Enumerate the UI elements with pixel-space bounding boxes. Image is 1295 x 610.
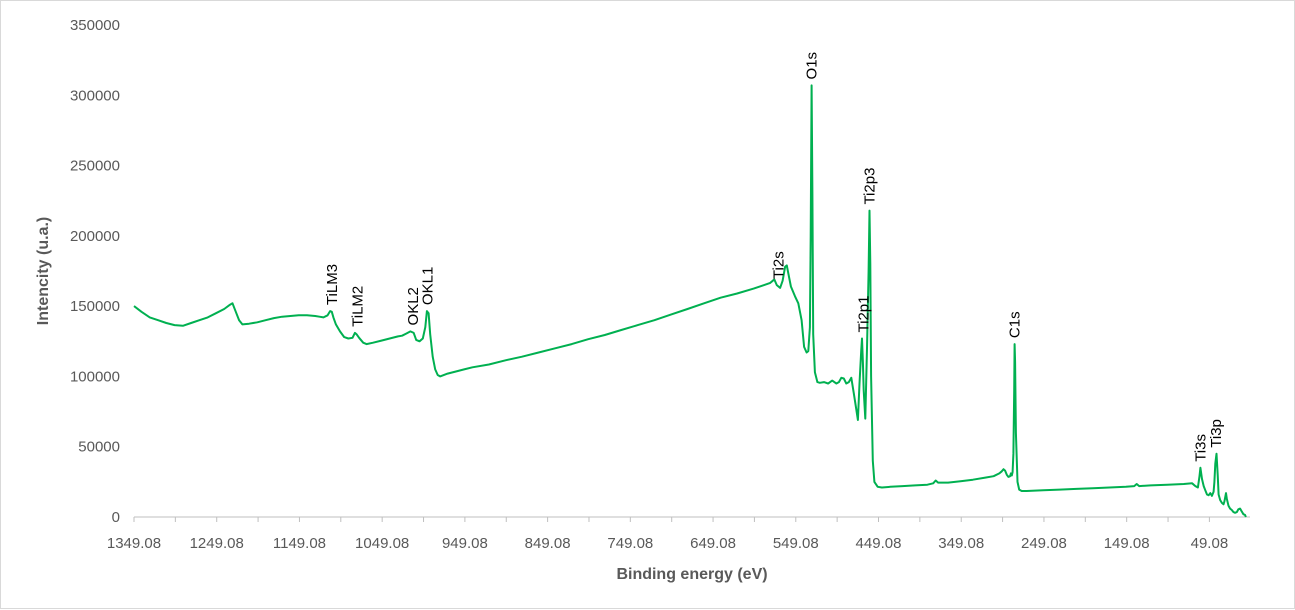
x-tick-label: 849.08 bbox=[525, 535, 571, 552]
x-tick-label: 1349.08 bbox=[107, 535, 161, 552]
peak-label: Ti3p bbox=[1208, 419, 1225, 448]
y-tick-label: 300000 bbox=[70, 87, 120, 104]
peak-label: Ti2p3 bbox=[861, 168, 878, 205]
x-tick-label: 549.08 bbox=[773, 535, 819, 552]
x-axis-title: Binding energy (eV) bbox=[616, 566, 767, 583]
peak-label: Ti2s bbox=[770, 251, 787, 279]
x-tick-label: 49.08 bbox=[1191, 535, 1229, 552]
x-tick-label: 1149.08 bbox=[273, 535, 326, 552]
y-tick-label: 200000 bbox=[70, 228, 120, 245]
y-tick-label: 50000 bbox=[78, 439, 120, 456]
x-tick-label: 749.08 bbox=[607, 535, 653, 552]
y-tick-label: 100000 bbox=[70, 368, 120, 385]
x-tick-labels: 1349.08 1249.08 1149.08 1049.08 949.08 849.08… bbox=[107, 535, 1228, 552]
x-tick-label: 1049.08 bbox=[355, 535, 409, 552]
x-axis bbox=[133, 516, 1250, 522]
peak-label: C1s bbox=[1007, 311, 1024, 338]
peak-label: TiLM3 bbox=[324, 264, 341, 305]
x-tick-label: 149.08 bbox=[1104, 535, 1150, 552]
y-tick-label: 150000 bbox=[70, 298, 120, 315]
series-line bbox=[133, 84, 1247, 518]
y-axis-title: Intencity (u.a.) bbox=[35, 217, 52, 325]
x-tick-label: 249.08 bbox=[1021, 535, 1067, 552]
x-tick-label: 449.08 bbox=[856, 535, 902, 552]
peak-label: TiLM2 bbox=[349, 286, 366, 327]
y-tick-labels: 0 50000 100000 150000 200000 250000 300000 3500… bbox=[70, 17, 120, 526]
peak-label: OKL2 bbox=[405, 287, 422, 325]
x-tick-label: 349.08 bbox=[938, 535, 984, 552]
x-tick-label: 949.08 bbox=[442, 535, 488, 552]
y-tick-label: 350000 bbox=[70, 17, 120, 34]
peak-label: Ti3s bbox=[1192, 434, 1209, 462]
x-tick-label: 649.08 bbox=[690, 535, 736, 552]
y-tick-label: 250000 bbox=[70, 158, 120, 175]
peak-label: Ti2p1 bbox=[856, 296, 873, 333]
peak-label: O1s bbox=[804, 52, 821, 80]
y-tick-label: 0 bbox=[112, 509, 120, 526]
x-tick-label: 1249.08 bbox=[190, 535, 244, 552]
peak-label: OKL1 bbox=[420, 267, 437, 305]
